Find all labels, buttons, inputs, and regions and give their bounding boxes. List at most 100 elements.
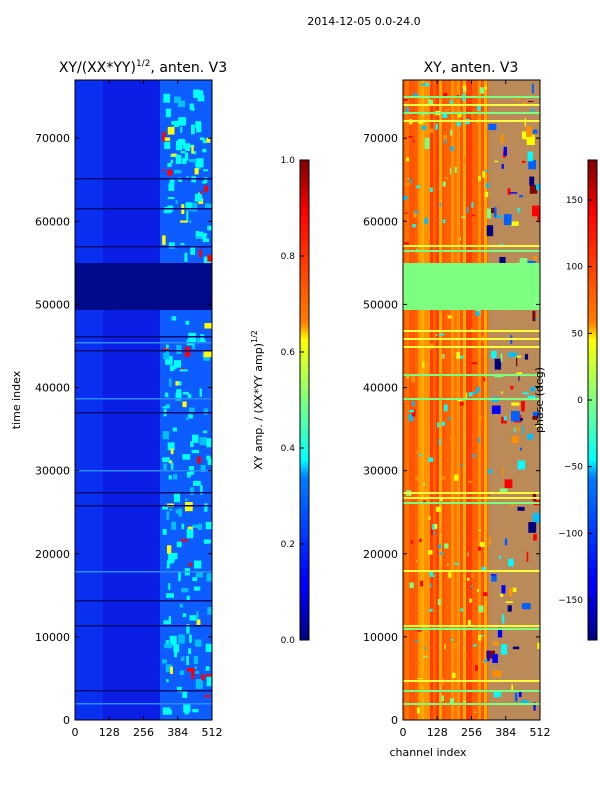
right-heatmap-noise-cell [476,306,481,314]
left-heatmap-patch [176,541,182,548]
right-heatmap-noise-cell [451,660,453,666]
left-heatmap-patch [197,94,205,102]
left-colorbar-tick-label: 0.4 [281,444,296,454]
right-heatmap-noise-cell [456,352,460,359]
left-heatmap-patch [188,220,192,223]
left-heatmap-patch [170,448,174,455]
left-heatmap-patch [186,176,189,180]
left-heatmap-gap [75,263,212,310]
left-heatmap-patch [167,162,172,168]
right-heatmap-noise-cell [431,528,433,535]
left-heatmap-patch [174,649,178,658]
left-heatmap-patch [173,644,180,653]
right-heatmap-noise-cell [459,402,464,406]
left-heatmap-patch [190,245,196,255]
right-colorbar-tick-label: −50 [564,463,583,473]
right-heatmap-noise-cell [503,214,512,226]
left-heatmap-patch [170,159,174,164]
right-heatmap-noise-cell [538,562,540,565]
left-heatmap-patch [184,152,189,161]
right-heatmap-row [403,346,540,348]
right-heatmap-noise-cell [463,85,467,92]
right-heatmap-noise-cell [471,454,477,457]
left-heatmap-patch [167,126,175,135]
left-heatmap-patch [184,252,188,262]
right-heatmap-noise-cell [485,86,487,90]
left-heatmap-patch [205,521,212,530]
right-heatmap-noise-cell [481,634,484,637]
right-heatmap-noise-cell [472,391,477,394]
right-heatmap-noise-cell [451,672,456,679]
right-heatmap-noise-cell [529,176,535,186]
right-heatmap-noise-cell [459,237,462,241]
left-heatmap-row [75,350,212,352]
right-heatmap-noise-cell [501,614,505,624]
left-heatmap-patch [164,141,171,149]
left-heatmap-row [75,208,212,210]
left-heatmap-patch [187,475,191,478]
right-heatmap-noise-cell [424,142,430,149]
left-heatmap-patch [178,634,185,644]
right-heatmap-noise-cell [407,178,411,180]
left-heatmap-patch [164,643,173,649]
right-heatmap-noise-cell [428,550,433,555]
left-heatmap-patch [200,191,203,196]
left-heatmap-patch [174,360,182,368]
left-colorbar [299,159,310,641]
right-y-tick-label: 50000 [363,298,398,311]
left-heatmap-patch [194,666,197,670]
right-colorbar-tick-label: 100 [566,263,583,273]
left-x-tick-label: 384 [167,726,188,739]
left-colorbar-ticks: 0.0 0.2 0.4 0.6 0.8 1.0 [281,156,304,646]
left-heatmap-patch [173,96,181,104]
right-heatmap-noise-cell [420,378,423,380]
left-heatmap-patch [182,690,188,698]
right-heatmap-noise-cell [420,580,424,587]
right-heatmap-noise-cell [533,533,537,541]
left-heatmap-patch [168,242,175,249]
right-heatmap-noise-cell [471,113,474,118]
left-heatmap-patch [162,348,170,352]
right-heatmap-noise-cell [476,386,480,393]
left-heatmap-patch [206,137,211,143]
right-heatmap-noise-cell [517,207,520,213]
right-heatmap-noise-cell [413,211,417,218]
left-heatmap-patch [171,316,177,321]
left-heatmap-patch [170,462,174,470]
right-heatmap-noise-cell [509,192,518,194]
right-heatmap-noise-cell [427,82,432,85]
left-heatmap-patch [202,148,207,153]
right-heatmap-noise-cell [501,644,507,655]
right-y-tick-label: 60000 [363,215,398,228]
right-heatmap-noise-cell [519,418,524,421]
right-heatmap-noise-cell [502,467,504,478]
left-heatmap-patch [204,185,208,193]
right-y-tick-label: 30000 [363,465,398,478]
right-heatmap-noise-cell [530,188,533,194]
left-heatmap-patch [196,338,201,344]
right-heatmap-noise-cell [510,411,520,422]
left-heatmap-patch [192,434,199,443]
right-heatmap-row [403,96,540,98]
right-heatmap-noise-cell [428,99,433,106]
right-heatmap-row [403,338,540,340]
left-heatmap-patch [194,639,202,647]
left-heatmap-patch [169,378,172,387]
left-plot-title: XY/(XX*YY)1/2, anten. V3 [59,59,227,76]
left-heatmap-patch [165,355,173,365]
right-colorbar-tick-label: −150 [558,596,583,606]
left-colorbar-label: XY amp. / (XX*YY amp)1/2 [250,330,265,470]
left-heatmap-patch [162,431,169,440]
left-y-tick-label: 40000 [35,382,70,395]
right-heatmap-noise-cell [416,560,418,562]
right-heatmap-noise-cell [523,101,527,105]
right-heatmap-row [403,398,540,400]
left-heatmap-patch [176,140,183,151]
right-heatmap-noise-cell [513,98,521,101]
left-heatmap-patch [180,151,185,154]
right-heatmap-noise-cell [526,134,535,146]
left-heatmap-patch [179,670,185,675]
right-colorbar-tick-label: 50 [572,329,584,339]
left-heatmap-patch [162,169,165,172]
right-heatmap-noise-cell [491,574,497,582]
